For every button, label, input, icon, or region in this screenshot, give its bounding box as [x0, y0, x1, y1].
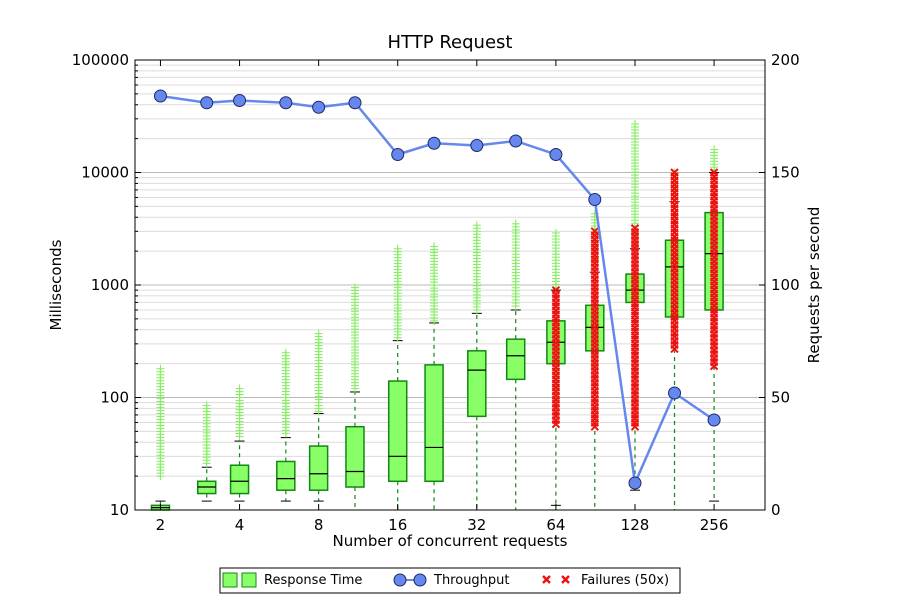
y2-axis-label: Requests per second	[805, 207, 823, 364]
legend-label-throughput: Throughput	[433, 573, 510, 588]
throughput-point	[312, 100, 326, 114]
throughput-point	[628, 476, 642, 490]
box-group	[229, 384, 250, 502]
y-tick-label: 10	[110, 501, 129, 519]
legend-label-failures: Failures (50x)	[581, 573, 669, 588]
throughput-point	[391, 148, 405, 161]
box-layer	[150, 119, 724, 511]
x-tick-label: 2	[156, 516, 166, 534]
throughput-point	[427, 136, 441, 150]
throughput-point	[588, 193, 602, 206]
failure-group	[630, 223, 640, 431]
y-tick-label: 1000	[91, 276, 129, 294]
box-group	[345, 283, 365, 511]
x-tick-label: 4	[235, 516, 245, 534]
y-tick-label: 100000	[72, 51, 129, 69]
x-tick-label: 32	[467, 516, 486, 534]
box-group	[424, 242, 444, 511]
y2-tick-label: 100	[771, 276, 800, 294]
failure-layer	[551, 168, 719, 431]
failure-marker	[551, 285, 561, 295]
legend-throughput-marker-1	[393, 573, 407, 587]
legend-throughput-marker-2	[413, 573, 427, 587]
throughput-point	[279, 96, 293, 110]
box	[345, 425, 365, 488]
failure-marker	[590, 227, 600, 236]
outliers-high	[350, 283, 359, 393]
legend-frame	[219, 567, 681, 594]
outliers-high	[511, 219, 520, 311]
outliers-high	[472, 221, 481, 314]
axis-layer: 2 4 8 16 32 64 128 256 10 100 1000 10000 100000 0 50 10…	[72, 51, 800, 534]
x-tick-label: 256	[700, 516, 729, 534]
outliers-high	[156, 364, 165, 481]
x-tick-label: 16	[388, 516, 407, 534]
y2-tick-label: 0	[771, 501, 781, 519]
failure-group	[590, 227, 600, 431]
y-tick-label: 100	[100, 389, 129, 407]
throughput-point	[153, 89, 167, 103]
throughput-point	[668, 386, 682, 400]
outliers-high	[430, 242, 439, 325]
throughput-point	[549, 148, 563, 161]
throughput-point	[707, 413, 721, 427]
y2-tick-label: 200	[771, 51, 800, 69]
x-axis-label: Number of concurrent requests	[333, 532, 568, 550]
failure-group	[551, 285, 561, 429]
throughput-layer	[153, 89, 721, 490]
box	[467, 350, 487, 418]
throughput-point	[233, 94, 247, 107]
box-group	[505, 219, 526, 511]
throughput-point	[200, 96, 214, 110]
failure-group	[670, 168, 679, 354]
outliers-high	[710, 145, 719, 175]
box	[308, 445, 329, 491]
x-tick-label: 8	[314, 516, 324, 534]
failure-marker	[709, 168, 719, 177]
legend-swatch-response-time-1	[222, 572, 238, 588]
legend-swatch-response-time-2	[241, 572, 257, 588]
box	[424, 364, 444, 483]
chart-title: HTTP Request	[388, 32, 513, 53]
legend-label-response-time: Response Time	[264, 573, 362, 588]
x-tick-label: 64	[546, 516, 565, 534]
box-group	[387, 244, 408, 511]
outliers-high	[393, 244, 402, 342]
box-group	[704, 145, 724, 502]
box-group	[467, 221, 487, 511]
throughput-point	[348, 96, 362, 110]
throughput-point	[470, 139, 484, 152]
outliers-high	[235, 384, 244, 441]
box-group	[308, 329, 329, 502]
x-tick-label: 128	[621, 516, 650, 534]
failure-marker	[630, 223, 640, 233]
throughput-point	[509, 134, 523, 148]
box-group	[276, 348, 296, 502]
outliers-high	[281, 348, 290, 438]
box	[387, 380, 408, 483]
box-group	[196, 401, 217, 502]
y-axis-label: Milliseconds	[47, 239, 65, 330]
outliers-high	[314, 329, 323, 416]
outliers-high	[202, 401, 211, 468]
legend: Response Time Throughput Failures (50x)	[219, 567, 681, 594]
y2-tick-label: 150	[771, 164, 800, 182]
failure-marker	[670, 168, 679, 177]
box	[505, 338, 526, 381]
y-tick-label: 10000	[81, 164, 129, 182]
y2-tick-label: 50	[771, 389, 790, 407]
box	[276, 460, 296, 491]
failure-group	[709, 168, 719, 371]
legend-failure-marker-2	[561, 575, 570, 584]
box-group	[150, 364, 171, 511]
box	[229, 464, 250, 495]
outliers-high	[551, 228, 560, 292]
legend-failure-marker-1	[542, 575, 551, 584]
